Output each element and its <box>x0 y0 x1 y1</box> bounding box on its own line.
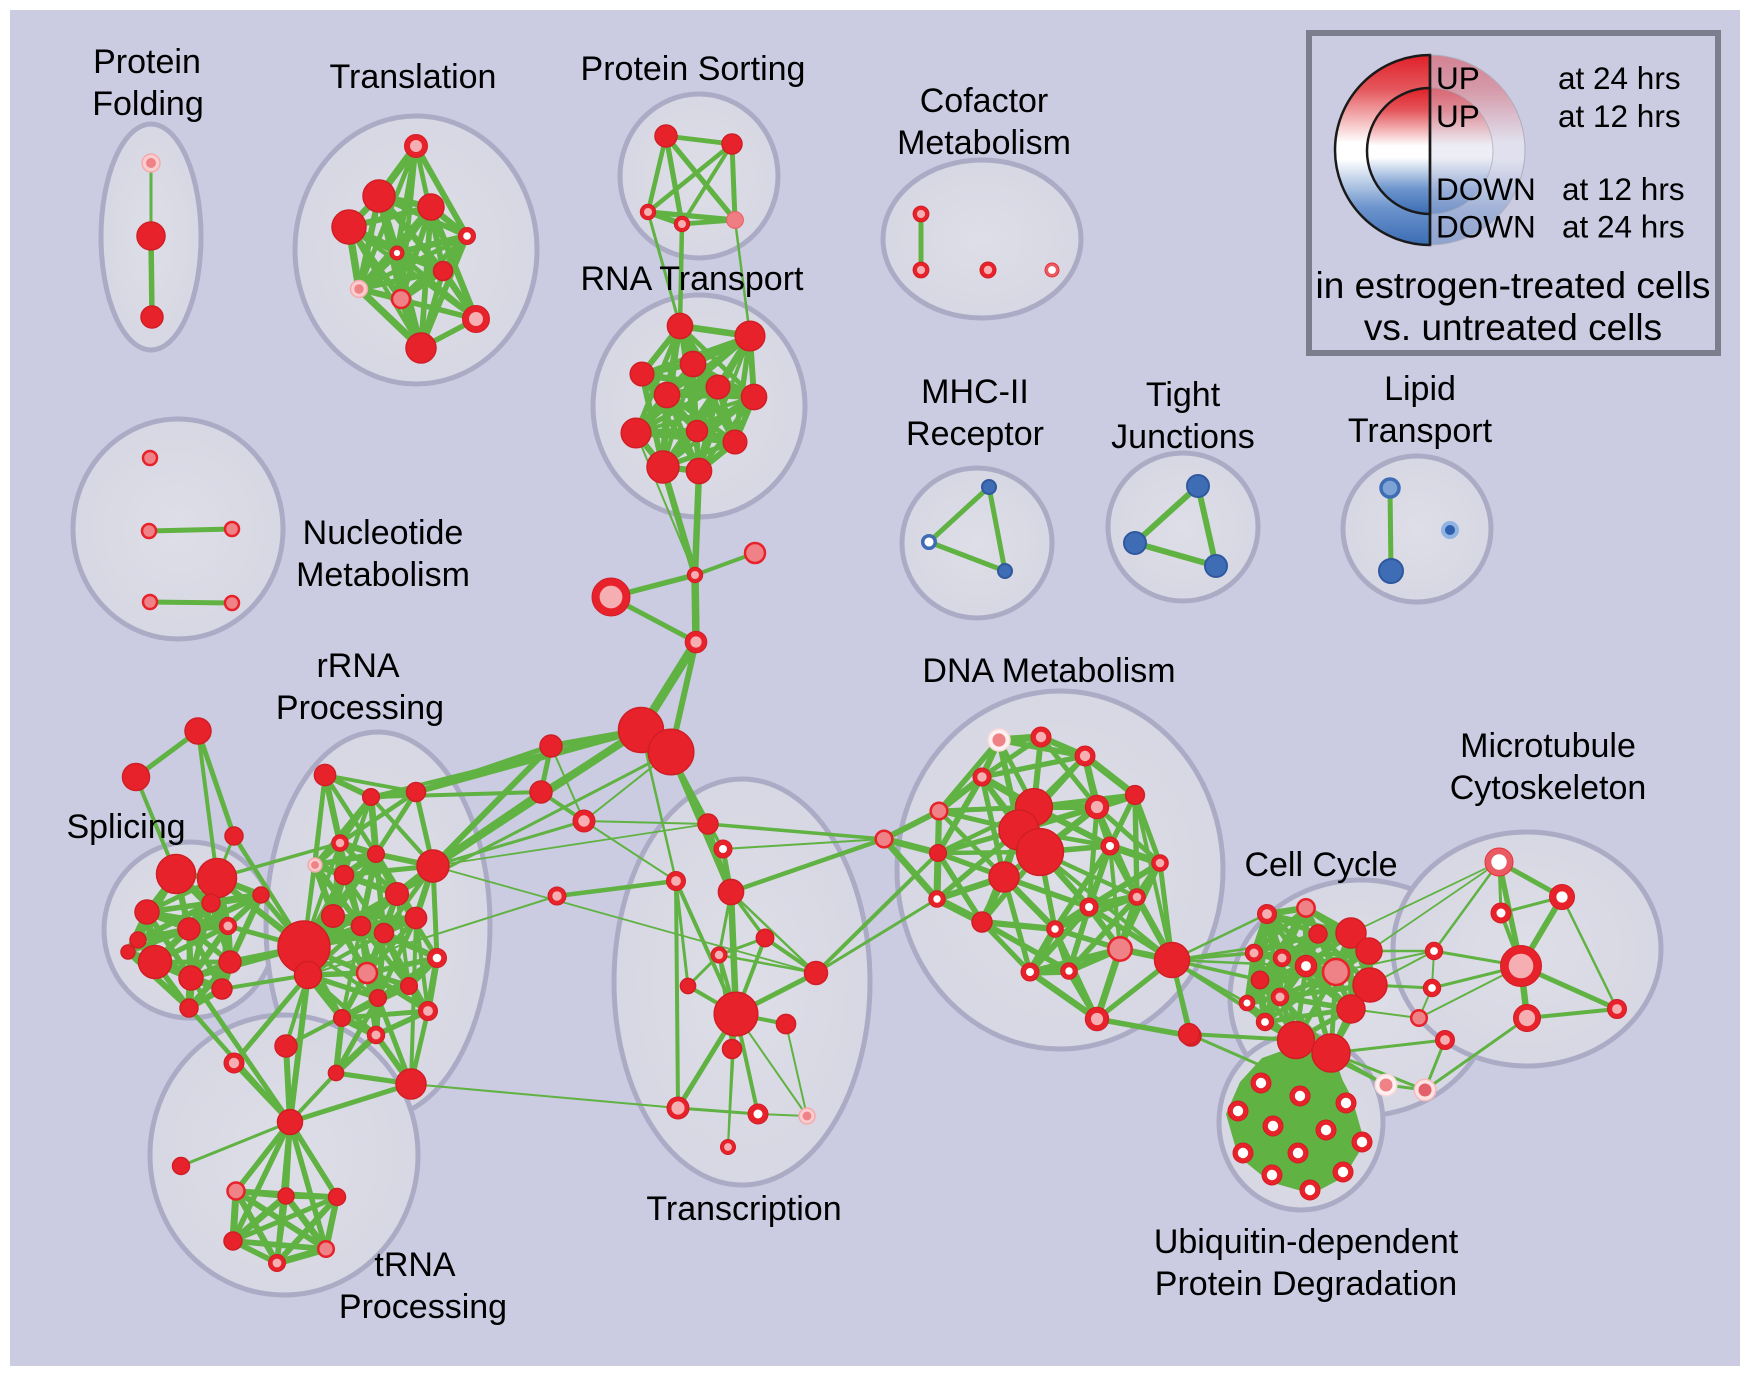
svg-text:at 24 hrs: at 24 hrs <box>1562 209 1685 245</box>
svg-text:DOWN: DOWN <box>1436 209 1536 245</box>
svg-text:vs. untreated cells: vs. untreated cells <box>1364 307 1662 348</box>
svg-text:RNA Transport: RNA Transport <box>581 260 805 298</box>
svg-text:Protein Sorting: Protein Sorting <box>581 50 806 88</box>
svg-text:Metabolism: Metabolism <box>897 124 1071 162</box>
svg-text:in estrogen-treated cells: in estrogen-treated cells <box>1316 265 1711 306</box>
svg-text:Cytoskeleton: Cytoskeleton <box>1450 769 1647 807</box>
svg-text:Lipid: Lipid <box>1384 370 1456 408</box>
svg-text:Microtubule: Microtubule <box>1460 727 1636 765</box>
svg-text:UP: UP <box>1436 60 1480 96</box>
svg-text:MHC-II: MHC-II <box>921 373 1029 411</box>
svg-text:Cofactor: Cofactor <box>920 82 1049 120</box>
svg-text:UP: UP <box>1436 98 1480 134</box>
svg-text:Translation: Translation <box>330 58 497 96</box>
svg-text:rRNA: rRNA <box>316 647 399 685</box>
svg-text:tRNA: tRNA <box>374 1246 456 1284</box>
svg-text:at 12 hrs: at 12 hrs <box>1558 98 1681 134</box>
svg-text:Cell Cycle: Cell Cycle <box>1244 846 1397 884</box>
svg-text:Metabolism: Metabolism <box>296 556 470 594</box>
svg-text:Junctions: Junctions <box>1111 418 1255 456</box>
svg-text:Transcription: Transcription <box>646 1190 841 1228</box>
svg-text:Protein: Protein <box>93 43 201 81</box>
svg-text:DOWN: DOWN <box>1436 171 1536 207</box>
svg-text:Nucleotide: Nucleotide <box>303 514 464 552</box>
svg-text:Receptor: Receptor <box>906 415 1044 453</box>
svg-text:Tight: Tight <box>1146 376 1221 414</box>
svg-text:Ubiquitin-dependent: Ubiquitin-dependent <box>1154 1223 1459 1261</box>
svg-text:at 12 hrs: at 12 hrs <box>1562 171 1685 207</box>
svg-text:Folding: Folding <box>92 85 204 123</box>
svg-text:Protein Degradation: Protein Degradation <box>1155 1265 1457 1303</box>
svg-text:Processing: Processing <box>339 1288 507 1326</box>
svg-text:Splicing: Splicing <box>66 808 185 846</box>
svg-text:DNA Metabolism: DNA Metabolism <box>922 652 1175 690</box>
svg-text:Processing: Processing <box>276 689 444 727</box>
svg-text:Transport: Transport <box>1348 412 1493 450</box>
svg-text:at 24 hrs: at 24 hrs <box>1558 60 1681 96</box>
